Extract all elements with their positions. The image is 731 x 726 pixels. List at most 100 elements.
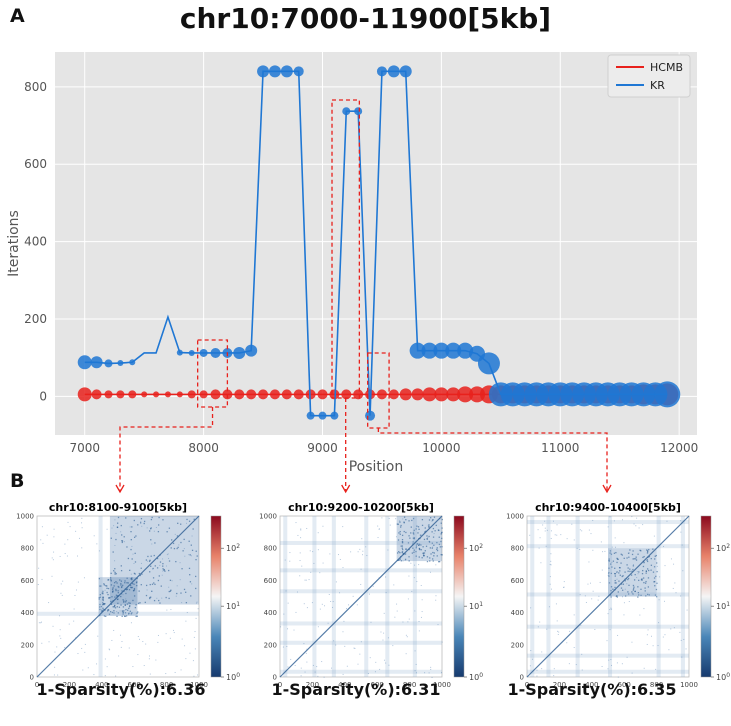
data-point-kr [117,360,124,367]
panel-b-label: B [10,470,25,492]
colorbar [210,515,222,678]
colorbar [700,515,712,678]
data-point-hcmb [128,390,137,399]
heatmap-y-tick: 800 [264,545,277,553]
heatmap-x-tick: 0 [525,681,529,689]
data-point-hcmb [269,389,280,400]
heatmap-y-tick: 0 [520,674,524,682]
data-point-kr [90,356,103,369]
colorbar-tick: 102 [226,543,240,553]
heatmap-x-tick: 400 [338,681,351,689]
data-point-kr [445,342,462,359]
x-tick-label: 11000 [541,441,579,455]
heatmap-x-tick: 0 [35,681,39,689]
colorbar-tick: 100 [716,672,730,682]
data-point-kr [77,355,92,370]
y-axis-ticks: 0 200 400 600 800 [24,80,47,403]
data-point-hcmb [210,389,221,400]
data-point-hcmb [187,390,196,399]
data-point-hcmb [199,390,208,399]
heatmap-y-tick: 800 [21,545,34,553]
data-point-hcmb [434,387,449,402]
heatmap-x-tick: 200 [553,681,566,689]
legend-label-hcmb: HCMB [650,61,683,74]
connector-arrows [115,398,612,494]
y-tick-label: 800 [24,80,47,94]
data-point-hcmb [153,391,160,398]
data-point-hcmb [246,389,257,400]
colorbar-tick: 101 [469,601,483,611]
heatmap-y-tick: 600 [511,577,524,585]
heatmap-y-tick: 200 [264,641,277,649]
data-point-hcmb [341,389,352,400]
y-tick-label: 400 [24,235,47,249]
diagonal [279,515,443,678]
arrow-head [602,484,612,494]
heatmap-y-tick: 0 [30,674,34,682]
data-point-kr [409,342,426,359]
highlight-box [197,339,229,408]
data-point-kr [342,107,351,116]
contact-dots [526,515,690,678]
data-point-kr [104,359,113,368]
heatmap-x-tick: 200 [306,681,319,689]
data-point-hcmb [399,388,412,401]
data-point-hcmb [258,389,269,400]
heatmap-x-tick: 0 [278,681,282,689]
data-point-kr [421,342,438,359]
sparsity-caption-1: 1-Sparsity(%):6.36 [36,680,206,699]
heatmap-x-tick: 400 [95,681,108,689]
data-point-kr [318,411,327,420]
contact-dots [36,515,200,678]
arrow-head [115,484,125,494]
colorbar-tick: 102 [469,543,483,553]
heatmap-y-tick: 400 [21,609,34,617]
data-point-kr [245,344,258,357]
heatmap-x-tick: 400 [585,681,598,689]
data-point-hcmb [388,389,399,400]
contact-dots [279,515,443,678]
heatmap-title-1: chr10:8100-9100[5kb] [49,501,187,514]
heatmap-x-tick: 600 [618,681,631,689]
heatmap-y-tick: 400 [264,609,277,617]
data-point-hcmb [164,391,171,398]
data-point-kr [257,65,270,78]
x-tick-label: 8000 [188,441,219,455]
diagonal [526,515,690,678]
data-point-kr [354,107,363,116]
data-point-hcmb [281,389,292,400]
heatmap-panel-3: chr10:9400-10400[5kb] 0 200 400 600 800 1000 0 2… [506,501,730,689]
data-point-hcmb [446,387,461,402]
heatmap-x-tick: 800 [403,681,416,689]
data-point-kr [306,411,315,420]
data-point-hcmb [77,387,92,402]
data-point-kr [654,381,681,408]
data-point-kr [188,349,195,356]
colorbar-tick: 102 [716,543,730,553]
data-point-kr [233,346,246,359]
data-point-kr [199,348,208,357]
data-point-hcmb [376,389,387,400]
data-point-kr [387,65,400,78]
heatmap-y-tick: 0 [273,674,277,682]
data-point-hcmb [176,391,183,398]
heatmap-y-tick: 200 [511,641,524,649]
x-axis-ticks: 7000 8000 9000 10000 11000 12000 [69,441,698,455]
data-point-kr [330,411,339,420]
data-point-kr [477,352,500,375]
colorbar-tick: 100 [469,672,483,682]
sparsity-caption-2: 1-Sparsity(%):6.31 [271,680,441,699]
data-point-hcmb [353,389,364,400]
x-axis-label: Position [349,459,404,475]
data-point-kr [129,359,136,366]
sparsity-caption-3: 1-Sparsity(%):6.35 [507,680,677,699]
data-point-kr [210,347,221,358]
data-point-kr [293,66,304,77]
data-point-kr [399,65,412,78]
heatmap-y-tick: 600 [264,577,277,585]
x-tick-label: 10000 [422,441,460,455]
data-point-hcmb [317,389,328,400]
y-tick-label: 0 [39,389,47,403]
x-tick-label: 12000 [660,441,698,455]
data-point-hcmb [457,386,474,403]
